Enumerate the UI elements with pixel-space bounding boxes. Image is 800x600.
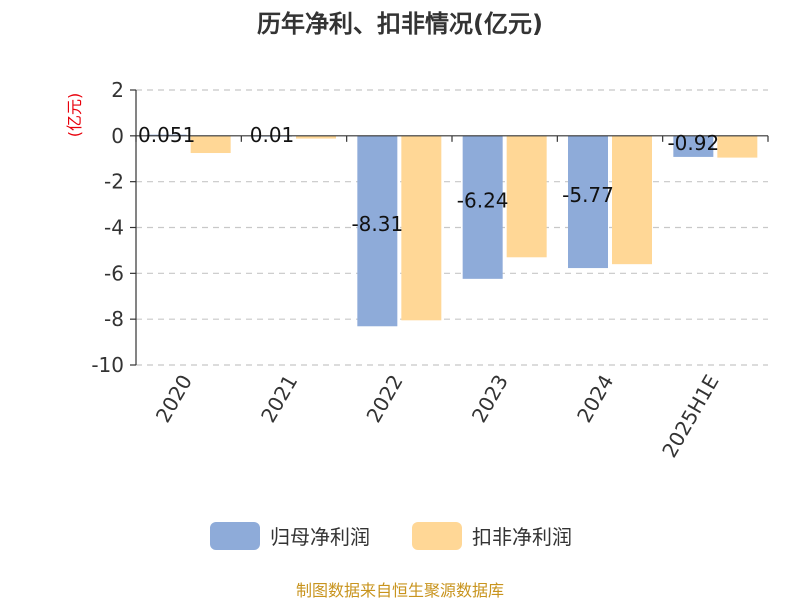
legend-item[interactable]: 归母净利润 xyxy=(210,522,370,550)
bar-deducted-profit-2021[interactable] xyxy=(296,135,336,139)
chart-title: 历年净利、扣非情况(亿元) xyxy=(257,10,543,38)
data-labels: 0.051 0.01 -8.31 -6.24 -5.77 -0.92 xyxy=(138,123,719,236)
source-note: 制图数据来自恒生聚源数据库 xyxy=(296,581,504,600)
legend-swatch xyxy=(210,522,260,550)
bars xyxy=(146,134,758,327)
y-tick-label: 0 xyxy=(111,124,124,148)
y-axis: 2 0 -2 -4 -6 -8 -10 xyxy=(91,78,137,377)
legend-swatch xyxy=(412,522,462,550)
y-tick-label: -8 xyxy=(104,307,124,331)
y-tick-label: -2 xyxy=(104,170,124,194)
data-label: -8.31 xyxy=(351,212,403,236)
bar-deducted-profit-2024[interactable] xyxy=(612,135,652,265)
legend-item[interactable]: 扣非净利润 xyxy=(412,522,572,550)
x-axis: 2020 2021 2022 2023 2024 2025H1E xyxy=(135,135,769,462)
data-label: -0.92 xyxy=(667,131,719,155)
x-tick-label: 2025H1E xyxy=(657,371,723,462)
data-label: -6.24 xyxy=(457,188,509,212)
data-label: 0.051 xyxy=(138,123,195,147)
x-tick-label: 2023 xyxy=(467,370,513,426)
data-label: 0.01 xyxy=(250,123,295,147)
bar-net-profit-2025H1E[interactable] xyxy=(673,135,714,157)
x-tick-label: 2021 xyxy=(256,371,302,427)
y-tick-label: -6 xyxy=(104,261,124,285)
bar-deducted-profit-2023[interactable] xyxy=(506,135,547,258)
bar-deducted-profit-2022[interactable] xyxy=(401,135,442,321)
y-tick-label: 2 xyxy=(111,78,124,102)
x-tick-label: 2020 xyxy=(151,371,197,427)
legend-label: 扣非净利润 xyxy=(472,525,572,549)
x-tick-label: 2024 xyxy=(572,371,618,427)
legend-label: 归母净利润 xyxy=(270,525,370,549)
bar-deducted-profit-2025H1E[interactable] xyxy=(717,135,758,158)
bar-net-profit-2022[interactable] xyxy=(357,135,398,327)
bar-net-profit-2024[interactable] xyxy=(568,135,608,269)
legend[interactable]: 归母净利润 扣非净利润 xyxy=(210,522,572,550)
y-axis-unit: (亿元) xyxy=(65,93,84,138)
y-tick-label: -10 xyxy=(91,353,124,377)
data-label: -5.77 xyxy=(562,183,614,207)
bar-net-profit-2023[interactable] xyxy=(462,135,503,279)
bar-deducted-profit-2020[interactable] xyxy=(190,135,231,154)
y-tick-label: -4 xyxy=(104,216,124,240)
x-tick-label: 2022 xyxy=(361,371,407,427)
